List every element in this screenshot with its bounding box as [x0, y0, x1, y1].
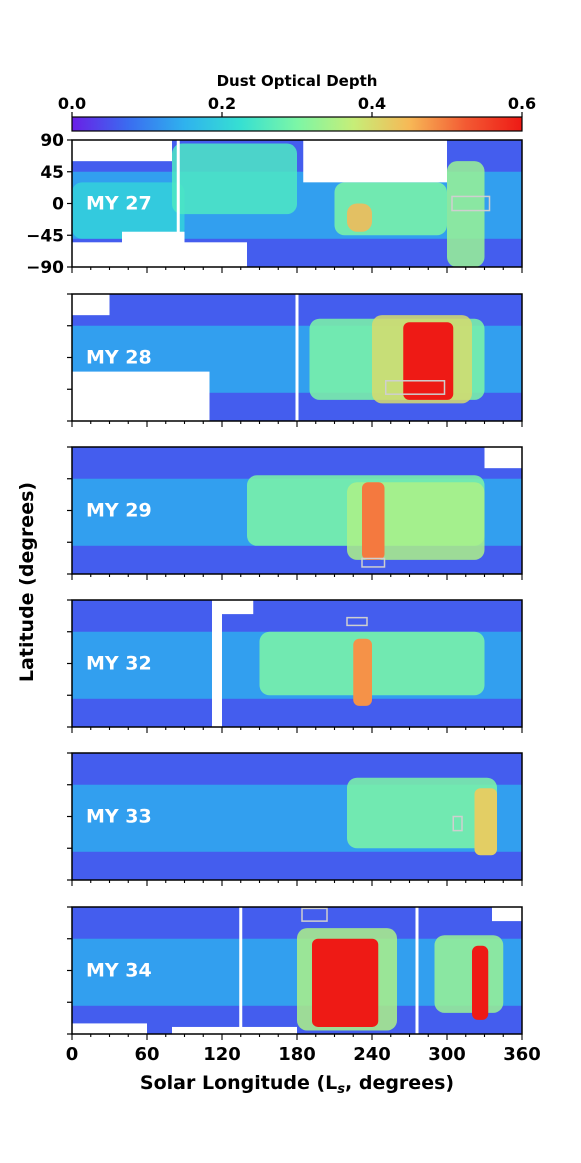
panel-label: MY 34	[86, 960, 152, 982]
missing-data-region	[172, 1026, 297, 1034]
highlight-box	[301, 907, 328, 922]
panel-label: MY 33	[86, 806, 152, 828]
colorbar: Dust Optical Depth 0.0 0.2 0.4 0.6	[58, 72, 536, 132]
y-axis-label: Latitude (degrees)	[16, 482, 38, 682]
panel-heatmap	[72, 447, 522, 574]
missing-data-region	[72, 294, 110, 316]
panel-heatmap	[72, 907, 522, 1034]
heatmap-feature	[172, 143, 297, 215]
dust-storm-event	[312, 938, 379, 1027]
colorbar-tick-label: 0.4	[358, 94, 386, 113]
panel-label: MY 28	[86, 347, 152, 369]
x-tick-label: 240	[353, 1044, 391, 1065]
highlight-box	[451, 195, 491, 212]
highlight-box	[346, 616, 368, 627]
dust-storm-event	[474, 788, 497, 856]
missing-data-region	[303, 140, 447, 183]
x-tick-label: 120	[203, 1044, 241, 1065]
y-tick-label: 45	[40, 163, 64, 183]
missing-data-region	[72, 371, 210, 421]
missing-data-region	[484, 447, 522, 469]
highlight-box	[385, 380, 446, 395]
missing-data-region	[212, 600, 222, 727]
y-tick-label: −45	[26, 226, 64, 246]
dust-storm-event	[353, 638, 372, 706]
panel-heatmap	[72, 294, 522, 421]
colorbar-title: Dust Optical Depth	[217, 72, 378, 90]
x-tick-label: 60	[134, 1044, 159, 1065]
x-tick-label: 300	[428, 1044, 466, 1065]
panel-my-27: MY 27 90 45 0 −45 −90	[26, 131, 523, 278]
heatmap-feature	[72, 182, 185, 239]
dust-storm-event	[472, 945, 489, 1020]
panel-my-32: MY 32	[67, 599, 523, 733]
panel-label: MY 29	[86, 500, 152, 522]
y-tick-label: −90	[26, 258, 64, 278]
panels: MY 27 90 45 0 −45 −90 MY 28 MY 29 MY 32 MY 33 MY 3…	[26, 131, 541, 1065]
highlight-box	[361, 557, 386, 568]
missing-data-region	[212, 600, 254, 615]
highlight-box	[452, 815, 463, 832]
y-tick-label: 90	[40, 131, 64, 151]
missing-data-region	[122, 231, 185, 267]
panel-label: MY 27	[86, 193, 152, 215]
missing-data-region	[72, 1023, 147, 1034]
missing-data-region	[72, 140, 172, 162]
panel-heatmap	[72, 600, 522, 727]
colorbar-gradient	[71, 116, 523, 132]
panel-my-28: MY 28	[67, 293, 523, 427]
heatmap-feature	[447, 161, 485, 267]
colorbar-ticks: 0.0 0.2 0.4 0.6	[58, 94, 536, 117]
y-tick-label: 0	[52, 195, 64, 215]
missing-data-region	[492, 907, 522, 922]
x-axis-label: Solar Longitude (Ls, degrees)	[140, 1072, 454, 1097]
panel-my-33: MY 33	[67, 752, 523, 886]
colorbar-tick-label: 0.2	[208, 94, 236, 113]
panel-heatmap	[72, 753, 522, 880]
heatmap-feature	[347, 203, 372, 232]
panel-my-34: MY 34 0 60 120 180 240 300 360	[66, 906, 541, 1065]
colorbar-tick-label: 0.6	[508, 94, 536, 113]
panel-my-29: MY 29	[67, 446, 523, 580]
dust-storm-event	[403, 322, 454, 400]
dust-storm-event	[362, 482, 385, 560]
x-tick-label: 0	[66, 1044, 79, 1065]
colorbar-tick-label: 0.0	[58, 94, 86, 113]
panel-heatmap	[72, 140, 522, 267]
panel-label: MY 32	[86, 653, 152, 675]
x-tick-label: 180	[278, 1044, 316, 1065]
x-tick-label: 360	[503, 1044, 541, 1065]
heatmap-feature	[434, 935, 504, 1013]
